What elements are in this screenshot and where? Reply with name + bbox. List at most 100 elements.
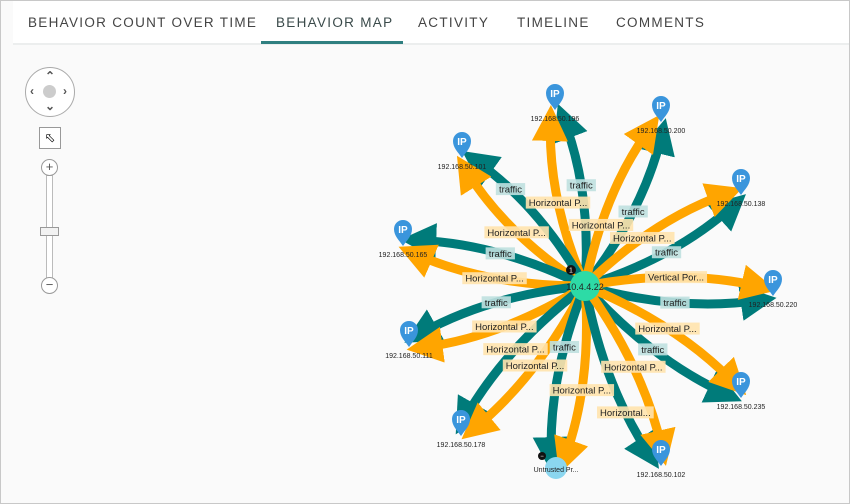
ip-type-label: IP	[456, 415, 466, 426]
center-node[interactable]: 10.4.4.22 1	[566, 265, 604, 301]
edge-label[interactable]: traffic	[660, 296, 690, 310]
zoom-slider-thumb[interactable]	[40, 227, 59, 236]
edge-label-bg	[635, 322, 700, 335]
edge-label[interactable]: traffic	[566, 179, 596, 192]
tab-comments[interactable]: COMMENTS	[616, 15, 706, 30]
edge-label[interactable]: traffic	[481, 296, 511, 309]
edge-label-text: Horizontal...	[600, 408, 651, 419]
ip-pin-icon	[452, 410, 470, 436]
edge-label-text: Horizontal P...	[604, 362, 662, 373]
ip-type-label: IP	[768, 275, 778, 286]
behavior-edge-orange[interactable]	[580, 115, 660, 287]
edge-label-text: Horizontal P...	[475, 322, 533, 333]
edge-label[interactable]: Horizontal P...	[462, 272, 527, 285]
edge-label-text: Horizontal P...	[553, 386, 611, 397]
zoom-out-button[interactable]: −	[41, 277, 58, 294]
ip-node[interactable]: IP 192.168.50.138	[717, 169, 766, 208]
edge-label[interactable]: traffic	[618, 205, 648, 218]
tab-bar	[13, 1, 849, 45]
tab-activity[interactable]: ACTIVITY	[418, 15, 490, 30]
edge-label-bg	[484, 226, 549, 239]
ip-node[interactable]: IP 192.168.50.111	[385, 321, 433, 360]
node-label: 192.168.50.101	[438, 164, 487, 171]
edge-label-text: traffic	[641, 345, 664, 356]
edge-label-text: Horizontal P...	[529, 198, 587, 209]
edge-label-text: traffic	[485, 298, 508, 309]
edge-label-bg	[638, 343, 668, 356]
node-badge-text: −	[540, 454, 544, 460]
ip-type-label: IP	[398, 225, 408, 236]
edge-label-bg	[601, 360, 666, 373]
edge-label-bg	[462, 272, 527, 285]
edge-label[interactable]: Horizontal P...	[472, 320, 537, 333]
node-label: 192.168.50.200	[637, 128, 686, 135]
untrusted-node-circle	[545, 457, 567, 479]
edge-label-bg	[549, 341, 580, 354]
edge-label-text: Vertical Por...	[648, 273, 704, 284]
edge-label-text: Horizontal P...	[572, 220, 630, 231]
behavior-edge-teal[interactable]	[580, 285, 659, 469]
edge-label[interactable]: traffic	[651, 246, 682, 259]
ip-pin-icon	[732, 169, 750, 195]
edge-label[interactable]: Vertical Por...	[645, 271, 708, 284]
edge-label-bg	[597, 406, 654, 419]
edge-label-text: traffic	[663, 298, 686, 309]
ip-node[interactable]: IP 192.168.50.101	[438, 132, 487, 171]
tab-timeline[interactable]: TIMELINE	[517, 15, 590, 30]
ip-node[interactable]: IP 192.168.50.235	[717, 372, 766, 411]
edge-label-bg	[495, 183, 526, 196]
ip-node[interactable]: IP 192.168.50.220	[749, 270, 798, 309]
edge-label[interactable]: Horizontal P...	[525, 196, 591, 210]
edge-label-bg	[618, 205, 648, 218]
edge-label-bg	[610, 231, 675, 244]
behavior-edge-teal[interactable]	[532, 284, 590, 474]
zoom-slider[interactable]: + −	[40, 159, 59, 294]
ip-type-label: IP	[656, 101, 666, 112]
cursor-icon[interactable]: ⬁	[39, 127, 61, 149]
edge-label-bg	[483, 343, 548, 356]
edge-label-text: Horizontal P...	[486, 345, 544, 356]
ip-pin-icon	[764, 270, 782, 296]
edge-label[interactable]: Horizontal P...	[483, 343, 548, 356]
edge-label[interactable]: Horizontal P...	[484, 226, 549, 239]
edge-label[interactable]: Horizontal...	[597, 406, 654, 419]
ip-type-label: IP	[656, 445, 666, 456]
edge-label[interactable]: Horizontal P...	[549, 384, 615, 397]
edge-label[interactable]: Horizontal P...	[635, 322, 700, 336]
ip-node[interactable]: IP 192.168.50.196	[531, 84, 580, 123]
edge-label-text: Horizontal P...	[506, 361, 564, 372]
node-label: Untrusted Pr...	[534, 467, 579, 474]
zoom-in-button[interactable]: +	[41, 159, 58, 176]
ip-pin-icon	[400, 321, 418, 347]
ip-type-label: IP	[736, 377, 746, 388]
behavior-edge-orange[interactable]	[581, 183, 743, 290]
tab-behavior-count-over-time[interactable]: BEHAVIOR COUNT OVER TIME	[28, 15, 258, 30]
untrusted-node[interactable]: − Untrusted Pr...	[534, 452, 579, 479]
ip-pin-icon	[652, 96, 670, 122]
center-node-label: 10.4.4.22	[566, 282, 604, 292]
edge-label-text: traffic	[489, 249, 512, 260]
edge-label[interactable]: traffic	[495, 183, 526, 196]
ip-node[interactable]: IP 192.168.50.200	[637, 96, 686, 135]
edge-label[interactable]: Horizontal P...	[568, 218, 634, 232]
tab-behavior-map[interactable]: BEHAVIOR MAP	[276, 15, 394, 30]
edge-label-text: traffic	[553, 343, 576, 354]
ip-pin-icon	[453, 132, 471, 158]
edge-label[interactable]: Horizontal P...	[601, 360, 666, 374]
pan-arrows-icon[interactable]: ⌃ ⌄ ‹ ›	[25, 67, 75, 117]
edge-label[interactable]: Horizontal P...	[610, 231, 675, 245]
edge-label-text: Horizontal P...	[613, 233, 671, 244]
node-label: 192.168.50.111	[385, 353, 433, 360]
node-label: 192.168.50.235	[717, 404, 766, 411]
edge-label-bg	[660, 296, 690, 309]
ip-node[interactable]: IP 192.168.50.165	[379, 220, 428, 259]
edge-label[interactable]: traffic	[485, 247, 515, 260]
edge-label[interactable]: traffic	[549, 341, 580, 354]
edge-label[interactable]: Horizontal P...	[502, 359, 568, 373]
edge-label[interactable]: traffic	[638, 343, 668, 356]
ip-node[interactable]: IP 192.168.50.178	[437, 410, 486, 449]
node-badge	[538, 452, 546, 460]
ip-node[interactable]: IP 192.168.50.102	[637, 440, 686, 479]
